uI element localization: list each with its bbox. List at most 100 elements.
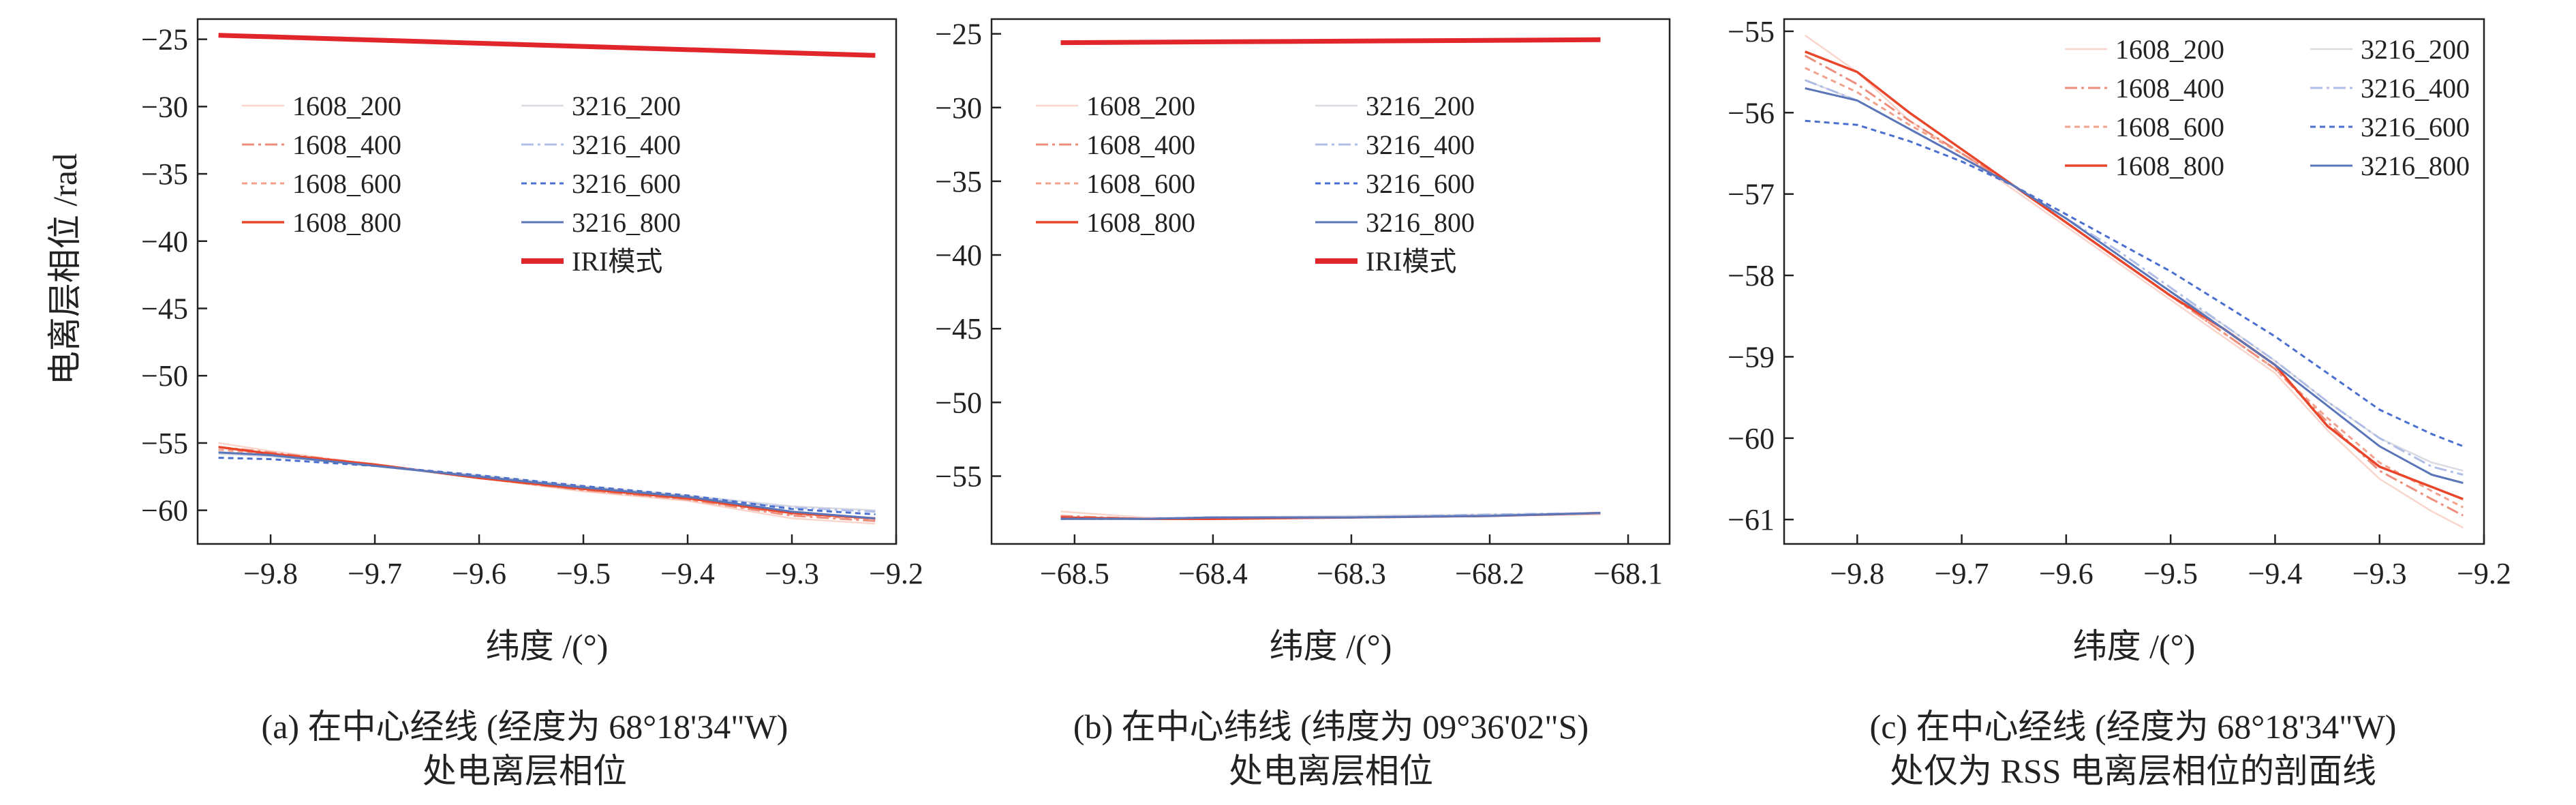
legend-label-1608-400: 1608_400	[292, 130, 401, 160]
y-tick-label: −55	[935, 460, 982, 493]
x-tick-label: −68.5	[1040, 557, 1109, 590]
y-tick-label: −57	[1728, 178, 1775, 211]
y-tick-label: −59	[1728, 340, 1775, 374]
legend-label-1608-200: 1608_200	[1086, 91, 1195, 121]
series-line-iri-model	[1060, 37, 1601, 46]
legend-label-1608-600: 1608_600	[2115, 112, 2224, 142]
legend-label-3216-800: 3216_800	[2361, 151, 2470, 181]
legend-label-1608-800: 1608_800	[2115, 151, 2224, 181]
panel-a: −9.8 −9.7 −9.6 −9.5 −9.4 −9.3 −9.2 −25 −30 −35 −40…	[141, 18, 923, 665]
y-tick-label: −56	[1728, 96, 1775, 130]
x-tick-label: −9.5	[2143, 557, 2198, 590]
series-line-3216-800	[218, 451, 876, 519]
panel-c: −9.8 −9.7 −9.6 −9.5 −9.4 −9.3 −9.2 −55 −56 −57 −58…	[1728, 15, 2511, 665]
legend-label-3216-800: 3216_800	[1366, 207, 1475, 238]
y-tick-label: −55	[141, 427, 188, 460]
y-tick-label: −55	[1728, 15, 1775, 48]
x-axis-label: 纬度 /(°)	[2073, 627, 2196, 665]
y-axis-label: 电离层相位 /rad	[46, 153, 84, 385]
series-line-3216-600	[218, 457, 876, 516]
x-tick-label: −9.3	[2352, 557, 2407, 590]
legend: 1608_200 3216_200 1608_400 3216_400 1608_600…	[2065, 34, 2470, 181]
x-tick-label: −9.2	[2457, 557, 2511, 590]
legend-label-1608-400: 1608_400	[1086, 130, 1195, 160]
plot-frame	[990, 18, 1671, 545]
legend-label-1608-800: 1608_800	[1086, 207, 1195, 238]
x-tick-label: −9.3	[765, 557, 819, 590]
y-tick-label: −60	[1728, 422, 1775, 455]
legend-label-1608-200: 1608_200	[292, 91, 401, 121]
legend-label-3216-400: 3216_400	[572, 130, 681, 160]
x-tick-label: −68.3	[1317, 557, 1386, 590]
y-tick-label: −30	[141, 90, 188, 123]
x-tick-label: −9.2	[869, 557, 923, 590]
legend-label-iri-model: IRI模式	[1366, 246, 1456, 277]
plot-frame	[196, 18, 898, 545]
x-tick-label: −68.4	[1178, 557, 1248, 590]
y-tick-label: −25	[935, 18, 982, 51]
y-tick-label: −45	[935, 312, 982, 346]
legend: 1608_200 3216_200 1608_400 3216_400 1608_600…	[1036, 91, 1475, 277]
series-line-3216-200	[218, 453, 876, 511]
y-tick-label: −35	[141, 157, 188, 191]
caption-c-line2: 处仅为 RSS 电离层相位的剖面线	[1890, 752, 2376, 790]
x-tick-label: −9.7	[348, 557, 402, 590]
plot-frame	[1783, 18, 2485, 545]
series-line-3216-800	[1805, 87, 2464, 484]
x-tick-label: −9.8	[1830, 557, 1884, 590]
x-tick-label: −9.4	[660, 557, 715, 590]
series-line-3216-600	[1805, 119, 2464, 448]
y-tick-label: −50	[141, 359, 188, 393]
caption-b-line2: 处电离层相位	[1229, 752, 1433, 790]
series-line-1608-600	[1805, 67, 2464, 508]
y-tick-label: −50	[935, 386, 982, 419]
y-tick-label: −45	[141, 292, 188, 325]
y-tick-label: −30	[935, 91, 982, 125]
legend-label-3216-400: 3216_400	[1366, 130, 1475, 160]
legend-label-3216-200: 3216_200	[572, 91, 681, 121]
y-tick-label: −60	[141, 494, 188, 528]
caption-b-line1: (b) 在中心纬线 (纬度为 09°36'02"S)	[1073, 708, 1589, 746]
legend-label-1608-200: 1608_200	[2115, 34, 2224, 65]
x-tick-label: −9.5	[556, 557, 611, 590]
legend-label-1608-600: 1608_600	[292, 168, 401, 199]
x-tick-label: −9.7	[1935, 557, 1989, 590]
legend-label-3216-200: 3216_200	[1366, 91, 1475, 121]
x-axis-label: 纬度 /(°)	[486, 627, 609, 665]
x-tick-label: −9.8	[243, 557, 298, 590]
y-tick-label: −58	[1728, 259, 1775, 292]
y-tick-label: −35	[935, 165, 982, 198]
series-group	[218, 33, 876, 525]
legend-label-1608-600: 1608_600	[1086, 168, 1195, 199]
x-tick-label: −9.4	[2248, 557, 2303, 590]
legend-label-3216-600: 3216_600	[2361, 112, 2470, 142]
legend-label-1608-800: 1608_800	[292, 207, 401, 238]
x-axis-label: 纬度 /(°)	[1270, 627, 1392, 665]
legend-label-3216-800: 3216_800	[572, 207, 681, 238]
y-tick-label: −25	[141, 23, 188, 57]
series-line-1608-800	[218, 446, 876, 520]
series-group	[1804, 34, 2464, 529]
series-line-1608-200	[218, 442, 876, 525]
y-tick-label: −61	[1728, 503, 1775, 536]
legend-label-3216-200: 3216_200	[2361, 34, 2470, 65]
legend: 1608_200 3216_200 1608_400 3216_400 1608_600…	[242, 91, 681, 277]
x-tick-label: −9.6	[452, 557, 506, 590]
legend-label-3216-400: 3216_400	[2361, 73, 2470, 104]
x-tick-label: −9.6	[2039, 557, 2094, 590]
legend-label-iri-model: IRI模式	[572, 246, 662, 277]
y-tick-label: −40	[141, 225, 188, 258]
legend-label-3216-600: 3216_600	[1366, 168, 1475, 199]
caption-a-line1: (a) 在中心经线 (经度为 68°18'34"W)	[262, 708, 788, 746]
series-line-iri-model	[218, 33, 876, 58]
y-tick-label: −40	[935, 239, 982, 272]
legend-label-1608-400: 1608_400	[2115, 73, 2224, 104]
series-group	[1060, 37, 1601, 520]
x-tick-label: −68.2	[1455, 557, 1524, 590]
x-tick-label: −68.1	[1593, 557, 1663, 590]
caption-a-line2: 处电离层相位	[423, 752, 627, 790]
panel-b: −68.5 −68.4 −68.3 −68.2 −68.1 −25 −30 −35 −40 −45…	[935, 18, 1671, 665]
legend-label-3216-600: 3216_600	[572, 168, 681, 199]
series-line-3216-400	[1060, 512, 1601, 520]
